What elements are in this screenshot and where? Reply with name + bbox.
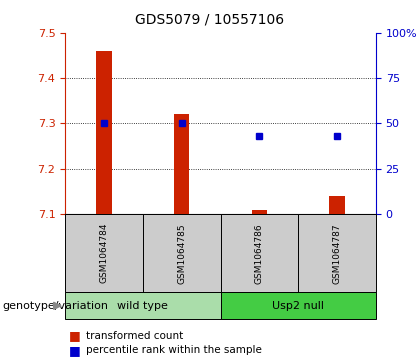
Text: percentile rank within the sample: percentile rank within the sample — [86, 345, 262, 355]
Bar — [174, 114, 189, 214]
Bar — [252, 209, 267, 214]
Text: GSM1064786: GSM1064786 — [255, 223, 264, 284]
Bar — [329, 196, 345, 214]
Text: Usp2 null: Usp2 null — [272, 301, 324, 311]
Text: ■: ■ — [69, 344, 81, 357]
Bar — [96, 51, 112, 214]
Text: GSM1064787: GSM1064787 — [333, 223, 341, 284]
Text: wild type: wild type — [117, 301, 168, 311]
Text: ■: ■ — [69, 329, 81, 342]
Text: GSM1064785: GSM1064785 — [177, 223, 186, 284]
Text: transformed count: transformed count — [86, 331, 184, 341]
Text: GSM1064784: GSM1064784 — [100, 223, 108, 284]
Text: genotype/variation: genotype/variation — [2, 301, 108, 311]
Text: GDS5079 / 10557106: GDS5079 / 10557106 — [135, 13, 285, 27]
